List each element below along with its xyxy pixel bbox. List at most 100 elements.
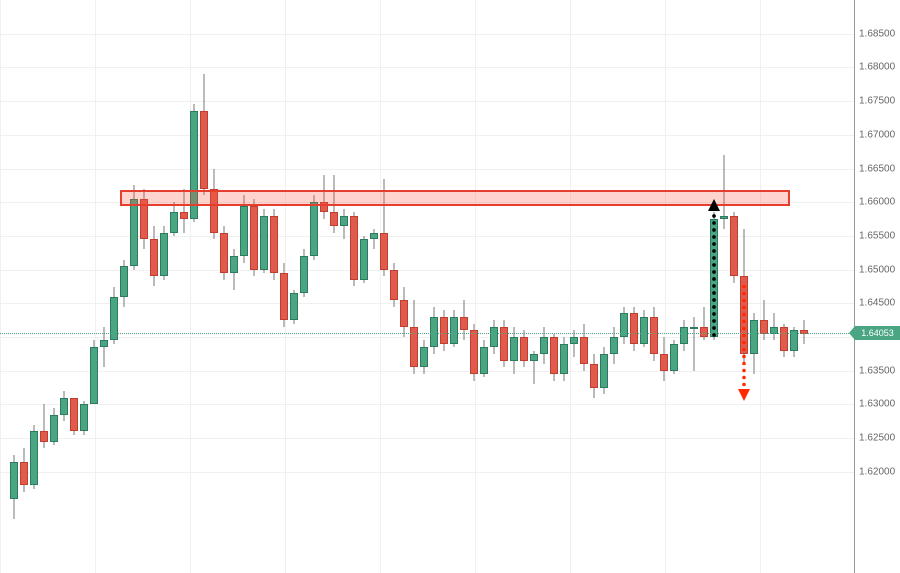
candle[interactable] bbox=[60, 0, 68, 573]
candle[interactable] bbox=[360, 0, 368, 573]
candle[interactable] bbox=[520, 0, 528, 573]
candle[interactable] bbox=[260, 0, 268, 573]
candle[interactable] bbox=[250, 0, 258, 573]
candle[interactable] bbox=[570, 0, 578, 573]
candle[interactable] bbox=[550, 0, 558, 573]
candle[interactable] bbox=[460, 0, 468, 573]
candle[interactable] bbox=[430, 0, 438, 573]
candle[interactable] bbox=[410, 0, 418, 573]
candle[interactable] bbox=[50, 0, 58, 573]
candle[interactable] bbox=[540, 0, 548, 573]
candle-body-bull bbox=[80, 404, 88, 431]
candle[interactable] bbox=[100, 0, 108, 573]
candle-body-bull bbox=[510, 337, 518, 361]
candle[interactable] bbox=[500, 0, 508, 573]
candle[interactable] bbox=[770, 0, 778, 573]
candle[interactable] bbox=[420, 0, 428, 573]
candle[interactable] bbox=[120, 0, 128, 573]
candle[interactable] bbox=[730, 0, 738, 573]
candle[interactable] bbox=[760, 0, 768, 573]
candle-body-bear bbox=[270, 216, 278, 273]
candle[interactable] bbox=[670, 0, 678, 573]
candle[interactable] bbox=[640, 0, 648, 573]
candle[interactable] bbox=[130, 0, 138, 573]
candle[interactable] bbox=[190, 0, 198, 573]
candle[interactable] bbox=[440, 0, 448, 573]
candle[interactable] bbox=[210, 0, 218, 573]
candle[interactable] bbox=[600, 0, 608, 573]
candle[interactable] bbox=[800, 0, 808, 573]
candle-body-bear bbox=[20, 462, 28, 486]
candle[interactable] bbox=[650, 0, 658, 573]
candle-body-bull bbox=[750, 320, 758, 354]
candle[interactable] bbox=[610, 0, 618, 573]
candle[interactable] bbox=[780, 0, 788, 573]
y-tick-label: 1.66500 bbox=[859, 163, 895, 174]
candle[interactable] bbox=[700, 0, 708, 573]
candlestick-chart[interactable]: 1.685001.680001.675001.670001.665001.660… bbox=[0, 0, 900, 573]
candle[interactable] bbox=[630, 0, 638, 573]
candle[interactable] bbox=[580, 0, 588, 573]
candle[interactable] bbox=[590, 0, 598, 573]
candle[interactable] bbox=[150, 0, 158, 573]
candle[interactable] bbox=[380, 0, 388, 573]
candle-body-bear bbox=[40, 431, 48, 441]
candle[interactable] bbox=[10, 0, 18, 573]
candle-body-bear bbox=[730, 216, 738, 277]
candle-body-bull bbox=[90, 347, 98, 404]
candle[interactable] bbox=[370, 0, 378, 573]
resistance-zone[interactable] bbox=[120, 190, 790, 206]
candle[interactable] bbox=[200, 0, 208, 573]
candle[interactable] bbox=[620, 0, 628, 573]
candle-body-bear bbox=[500, 327, 508, 361]
candle[interactable] bbox=[70, 0, 78, 573]
candle[interactable] bbox=[490, 0, 498, 573]
candle[interactable] bbox=[290, 0, 298, 573]
candle-body-bear bbox=[380, 233, 388, 270]
candle[interactable] bbox=[750, 0, 758, 573]
candle[interactable] bbox=[720, 0, 728, 573]
candle[interactable] bbox=[320, 0, 328, 573]
candle[interactable] bbox=[270, 0, 278, 573]
candle-body-bull bbox=[30, 431, 38, 485]
candle[interactable] bbox=[680, 0, 688, 573]
candle[interactable] bbox=[310, 0, 318, 573]
candle[interactable] bbox=[470, 0, 478, 573]
candle-body-bear bbox=[220, 233, 228, 273]
plot-area[interactable] bbox=[0, 0, 855, 573]
candle[interactable] bbox=[110, 0, 118, 573]
candle[interactable] bbox=[80, 0, 88, 573]
candle[interactable] bbox=[480, 0, 488, 573]
candle[interactable] bbox=[390, 0, 398, 573]
candle[interactable] bbox=[330, 0, 338, 573]
candle[interactable] bbox=[90, 0, 98, 573]
candle[interactable] bbox=[530, 0, 538, 573]
candle[interactable] bbox=[710, 0, 718, 573]
candle[interactable] bbox=[230, 0, 238, 573]
candle[interactable] bbox=[40, 0, 48, 573]
candle[interactable] bbox=[510, 0, 518, 573]
candle[interactable] bbox=[400, 0, 408, 573]
candle[interactable] bbox=[300, 0, 308, 573]
candle[interactable] bbox=[240, 0, 248, 573]
candle[interactable] bbox=[220, 0, 228, 573]
candle[interactable] bbox=[170, 0, 178, 573]
candle[interactable] bbox=[140, 0, 148, 573]
candle[interactable] bbox=[740, 0, 748, 573]
candle[interactable] bbox=[660, 0, 668, 573]
candle[interactable] bbox=[280, 0, 288, 573]
candle[interactable] bbox=[340, 0, 348, 573]
candle[interactable] bbox=[790, 0, 798, 573]
candle[interactable] bbox=[20, 0, 28, 573]
candle-body-bull bbox=[120, 266, 128, 296]
candle[interactable] bbox=[560, 0, 568, 573]
candle[interactable] bbox=[350, 0, 358, 573]
candle-body-bull bbox=[160, 233, 168, 277]
candle-body-bull bbox=[670, 344, 678, 371]
candle[interactable] bbox=[450, 0, 458, 573]
candle[interactable] bbox=[30, 0, 38, 573]
candle-body-bear bbox=[280, 273, 288, 320]
candle[interactable] bbox=[160, 0, 168, 573]
candle[interactable] bbox=[690, 0, 698, 573]
candle[interactable] bbox=[180, 0, 188, 573]
